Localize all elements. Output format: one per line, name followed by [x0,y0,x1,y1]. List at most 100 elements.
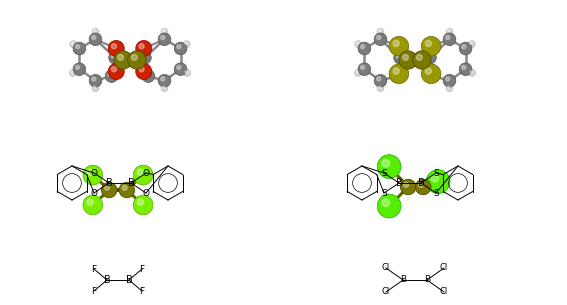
Circle shape [459,42,472,55]
Circle shape [446,28,453,35]
Circle shape [374,74,387,87]
Circle shape [355,41,362,48]
Circle shape [389,64,409,84]
Text: Cl: Cl [382,264,390,272]
Circle shape [94,86,96,88]
Circle shape [105,70,118,82]
Circle shape [443,33,456,46]
Text: B: B [128,178,134,188]
Circle shape [377,194,401,218]
Circle shape [83,195,103,215]
Circle shape [421,36,441,56]
Circle shape [111,44,117,49]
Circle shape [185,42,187,44]
Text: O: O [142,188,150,198]
Text: S: S [381,188,387,198]
Circle shape [185,71,187,73]
Circle shape [378,86,380,88]
Circle shape [133,195,153,215]
Circle shape [446,35,450,40]
Circle shape [469,42,472,44]
Circle shape [94,30,96,32]
Circle shape [87,169,93,175]
Text: F: F [91,264,96,274]
Text: Cl: Cl [440,288,448,296]
Circle shape [108,72,112,76]
Circle shape [470,71,472,73]
Text: B: B [424,275,430,285]
Circle shape [104,185,109,190]
Text: B: B [105,178,112,188]
Circle shape [114,51,132,69]
Circle shape [390,70,403,82]
Circle shape [139,44,144,49]
Circle shape [377,85,384,92]
Circle shape [92,35,96,40]
Text: F: F [91,286,96,296]
Circle shape [174,63,187,76]
Text: B: B [104,275,111,285]
Circle shape [162,30,164,32]
Circle shape [132,55,137,60]
Circle shape [122,185,127,190]
Circle shape [431,174,439,182]
Text: F: F [139,264,145,274]
Circle shape [158,33,171,46]
Text: F: F [139,286,145,296]
Circle shape [376,77,381,81]
Circle shape [418,182,424,187]
Circle shape [119,182,134,198]
Text: O: O [91,168,98,178]
Circle shape [462,45,466,49]
Text: Cl: Cl [440,264,448,272]
Circle shape [376,35,381,40]
Circle shape [160,77,165,81]
Circle shape [92,28,99,35]
Circle shape [133,165,153,185]
Circle shape [145,72,149,76]
Circle shape [128,51,146,69]
Circle shape [382,199,390,206]
Circle shape [430,72,434,76]
Circle shape [117,55,124,60]
Circle shape [177,45,181,49]
Circle shape [378,30,380,32]
Circle shape [161,28,168,35]
Text: Cl: Cl [382,288,390,296]
Text: S: S [381,168,387,178]
Circle shape [393,68,399,74]
Text: O: O [142,168,150,178]
Circle shape [468,41,475,48]
Text: B: B [396,178,403,188]
Circle shape [136,63,152,80]
Circle shape [89,33,102,46]
Circle shape [92,77,96,81]
Circle shape [111,67,117,72]
Circle shape [87,199,93,205]
Circle shape [404,182,408,187]
Circle shape [158,74,171,87]
Circle shape [139,67,144,72]
Circle shape [447,30,450,32]
Circle shape [101,182,117,198]
Circle shape [396,54,400,58]
Circle shape [425,68,431,74]
Circle shape [89,74,102,87]
Circle shape [416,55,422,60]
Circle shape [400,179,416,195]
Circle shape [73,42,86,55]
Circle shape [361,65,365,70]
Circle shape [71,42,74,44]
Circle shape [137,199,143,205]
Circle shape [399,51,417,69]
Circle shape [70,41,77,48]
Circle shape [108,41,124,56]
Circle shape [177,65,181,70]
Circle shape [83,165,103,185]
Circle shape [70,70,77,76]
Circle shape [382,160,390,167]
Circle shape [71,71,73,73]
Circle shape [358,42,371,55]
Circle shape [377,155,401,178]
Circle shape [73,63,86,76]
